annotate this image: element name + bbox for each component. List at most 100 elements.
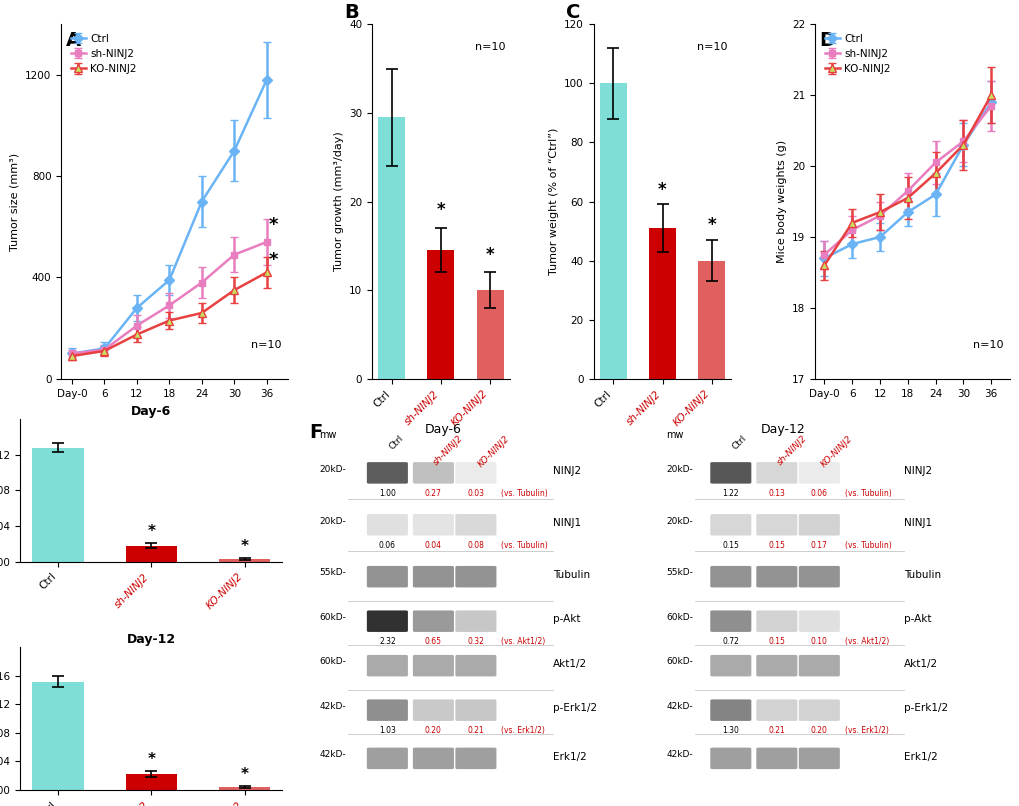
FancyBboxPatch shape: [367, 700, 408, 721]
Text: (vs. Tubulin): (vs. Tubulin): [501, 489, 547, 498]
Text: KO-NINJ2: KO-NINJ2: [476, 434, 511, 469]
Text: *: *: [268, 217, 277, 235]
Text: Ctrl: Ctrl: [387, 434, 405, 452]
Text: Erk1/2: Erk1/2: [552, 751, 586, 762]
Text: 0.06: 0.06: [810, 489, 827, 498]
Text: 0.08: 0.08: [467, 541, 484, 550]
Text: 2.32: 2.32: [379, 638, 395, 646]
FancyBboxPatch shape: [454, 655, 496, 676]
FancyBboxPatch shape: [454, 462, 496, 484]
Text: Tubulin: Tubulin: [552, 570, 590, 580]
Text: (vs. Erk1/2): (vs. Erk1/2): [844, 726, 888, 736]
Text: 0.15: 0.15: [721, 541, 739, 550]
Bar: [476, 290, 503, 379]
FancyBboxPatch shape: [413, 566, 453, 588]
Text: 0.65: 0.65: [425, 638, 441, 646]
FancyBboxPatch shape: [413, 700, 453, 721]
Text: NINJ2: NINJ2: [903, 466, 930, 476]
Legend: Ctrl, sh-NINJ2, KO-NINJ2: Ctrl, sh-NINJ2, KO-NINJ2: [66, 29, 141, 78]
FancyBboxPatch shape: [709, 700, 751, 721]
Text: sh-NINJ2: sh-NINJ2: [774, 434, 808, 467]
Text: 0.72: 0.72: [721, 638, 739, 646]
FancyBboxPatch shape: [709, 748, 751, 769]
Text: 0.21: 0.21: [767, 726, 785, 736]
Text: p-Akt: p-Akt: [903, 614, 930, 625]
Text: F: F: [309, 423, 322, 442]
Text: (vs. Akt1/2): (vs. Akt1/2): [501, 638, 545, 646]
Text: 42kD-: 42kD-: [665, 750, 692, 759]
Text: 1.30: 1.30: [721, 726, 739, 736]
FancyBboxPatch shape: [367, 655, 408, 676]
Text: 20kD-: 20kD-: [665, 517, 693, 526]
FancyBboxPatch shape: [454, 610, 496, 632]
FancyBboxPatch shape: [709, 655, 751, 676]
Text: Tubulin: Tubulin: [903, 570, 940, 580]
Text: 42kD-: 42kD-: [319, 702, 345, 711]
Text: mw: mw: [319, 430, 336, 440]
Text: 0.20: 0.20: [425, 726, 441, 736]
FancyBboxPatch shape: [755, 566, 797, 588]
Text: *: *: [240, 539, 249, 554]
Text: *: *: [657, 181, 666, 198]
Y-axis label: Mice body weights (g): Mice body weights (g): [775, 140, 786, 263]
Text: sh-NINJ2: sh-NINJ2: [432, 434, 465, 467]
Text: 0.15: 0.15: [767, 541, 785, 550]
FancyBboxPatch shape: [413, 610, 453, 632]
Text: *: *: [240, 767, 249, 782]
Text: (vs. Akt1/2): (vs. Akt1/2): [844, 638, 889, 646]
Text: (vs. Tubulin): (vs. Tubulin): [844, 489, 891, 498]
Text: 42kD-: 42kD-: [319, 750, 345, 759]
Text: 0.17: 0.17: [810, 541, 827, 550]
FancyBboxPatch shape: [367, 566, 408, 588]
FancyBboxPatch shape: [413, 748, 453, 769]
Text: 0.27: 0.27: [425, 489, 441, 498]
FancyBboxPatch shape: [709, 514, 751, 535]
Bar: [599, 83, 627, 379]
Text: n=10: n=10: [972, 340, 1003, 351]
Text: (vs. Erk1/2): (vs. Erk1/2): [501, 726, 545, 736]
FancyBboxPatch shape: [454, 566, 496, 588]
Text: (vs. Tubulin): (vs. Tubulin): [844, 541, 891, 550]
Text: *: *: [147, 752, 155, 767]
Bar: [427, 250, 454, 379]
Title: Day-12: Day-12: [126, 634, 175, 646]
Text: NINJ1: NINJ1: [903, 518, 930, 528]
Text: *: *: [268, 251, 277, 268]
FancyBboxPatch shape: [755, 462, 797, 484]
Text: *: *: [147, 524, 155, 538]
Text: 55kD-: 55kD-: [665, 568, 693, 577]
Text: 60kD-: 60kD-: [665, 658, 693, 667]
FancyBboxPatch shape: [798, 610, 839, 632]
Text: Akt1/2: Akt1/2: [903, 659, 936, 669]
Text: Erk1/2: Erk1/2: [903, 751, 936, 762]
FancyBboxPatch shape: [755, 700, 797, 721]
Text: KO-NINJ2: KO-NINJ2: [818, 434, 854, 469]
Text: 60kD-: 60kD-: [319, 613, 345, 622]
Text: 60kD-: 60kD-: [665, 613, 693, 622]
Text: 1.03: 1.03: [379, 726, 395, 736]
Text: *: *: [706, 216, 715, 234]
FancyBboxPatch shape: [367, 748, 408, 769]
Text: mw: mw: [665, 430, 683, 440]
Text: 20kD-: 20kD-: [319, 517, 345, 526]
Text: 0.03: 0.03: [467, 489, 484, 498]
Text: 0.04: 0.04: [425, 541, 441, 550]
FancyBboxPatch shape: [367, 514, 408, 535]
FancyBboxPatch shape: [709, 610, 751, 632]
Text: 1.22: 1.22: [721, 489, 739, 498]
FancyBboxPatch shape: [798, 566, 839, 588]
FancyBboxPatch shape: [798, 700, 839, 721]
Text: p-Erk1/2: p-Erk1/2: [552, 704, 596, 713]
Text: 42kD-: 42kD-: [665, 702, 692, 711]
Text: 0.06: 0.06: [378, 541, 395, 550]
Text: 0.20: 0.20: [810, 726, 827, 736]
Text: 0.21: 0.21: [467, 726, 484, 736]
Text: *: *: [485, 246, 494, 264]
Text: 60kD-: 60kD-: [319, 658, 345, 667]
FancyBboxPatch shape: [755, 655, 797, 676]
FancyBboxPatch shape: [798, 748, 839, 769]
Text: n=10: n=10: [475, 42, 505, 52]
Y-axis label: Tumor growth (mm³/day): Tumor growth (mm³/day): [333, 131, 343, 272]
FancyBboxPatch shape: [798, 462, 839, 484]
Text: *: *: [436, 202, 445, 219]
